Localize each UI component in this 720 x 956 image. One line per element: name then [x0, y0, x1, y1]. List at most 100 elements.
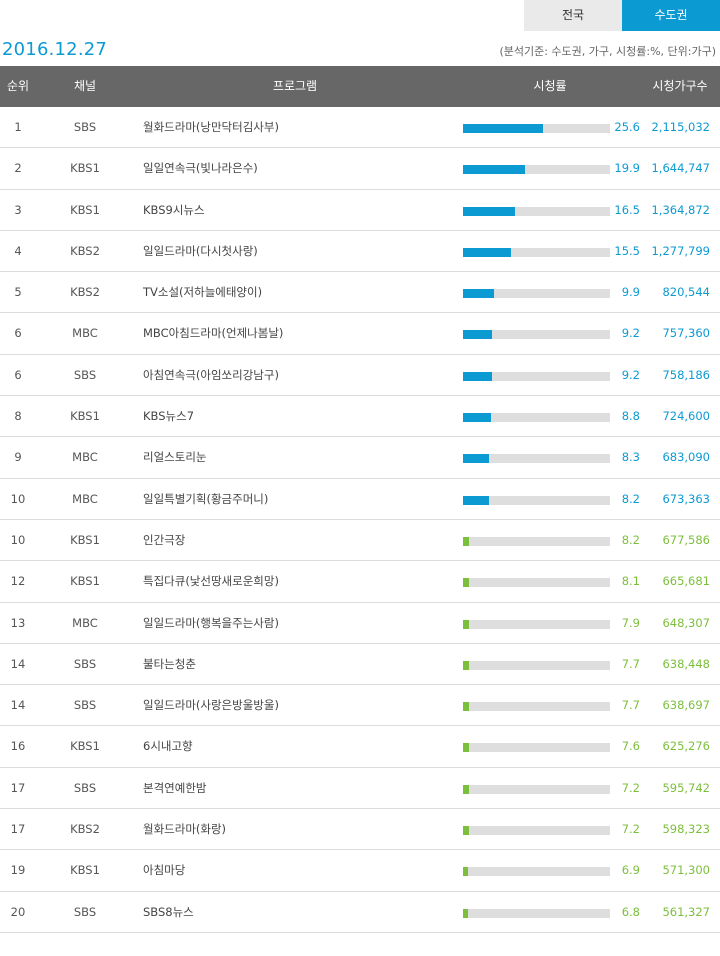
rating-bar — [463, 619, 610, 629]
rating-bar-fill — [463, 454, 489, 464]
rating-bar — [463, 495, 610, 505]
channel-cell: KBS1 — [70, 202, 100, 217]
program-cell: KBS9시뉴스 — [143, 202, 205, 217]
program-cell: TV소설(저하늘에태양이) — [143, 285, 263, 300]
table-row: 5 KBS2 TV소설(저하늘에태양이) 9.9 820,544 — [0, 272, 720, 314]
households-cell: 1,277,799 — [651, 243, 710, 258]
rating-bar-fill — [463, 165, 525, 175]
channel-cell: KBS1 — [70, 161, 100, 176]
rank-cell: 10 — [10, 491, 26, 506]
rating-bar — [463, 826, 610, 836]
program-cell: 본격연예한밤 — [143, 780, 207, 795]
rank-cell: 12 — [10, 574, 26, 589]
table-row: 19 KBS1 아침마당 6.9 571,300 — [0, 850, 720, 892]
rating-cell: 6.8 — [621, 904, 640, 919]
rating-bar — [463, 536, 610, 546]
table-row: 10 MBC 일일특별기획(황금주머니) 8.2 673,363 — [0, 479, 720, 520]
table-row: 13 MBC 일일드라마(행복을주는사람) 7.9 648,307 — [0, 603, 720, 644]
channel-cell: SBS — [73, 780, 97, 795]
rank-cell: 6 — [14, 326, 22, 341]
table-row: 2 KBS1 일일연속극(빛나라은수) 19.9 1,644,747 — [0, 148, 720, 190]
channel-cell: SBS — [73, 656, 97, 671]
table-row: 3 KBS1 KBS9시뉴스 16.5 1,364,872 — [0, 190, 720, 231]
region-tabs: 전국 수도권 — [524, 0, 720, 31]
rank-cell: 19 — [10, 863, 26, 878]
program-cell: KBS뉴스7 — [143, 409, 195, 424]
rank-cell: 6 — [14, 367, 22, 382]
rating-cell: 7.7 — [621, 656, 640, 671]
households-cell: 598,323 — [662, 822, 710, 837]
rating-bar-fill — [463, 867, 468, 877]
table-row: 4 KBS2 일일드라마(다시첫사랑) 15.5 1,277,799 — [0, 231, 720, 273]
rank-cell: 1 — [14, 120, 22, 134]
rating-cell: 8.1 — [621, 574, 640, 589]
rank-cell: 14 — [10, 698, 26, 713]
channel-cell: MBC — [72, 615, 98, 630]
channel-cell: SBS — [73, 904, 97, 919]
program-cell: 6시내고향 — [143, 739, 193, 754]
rating-bar — [463, 908, 610, 918]
rank-cell: 17 — [10, 780, 26, 795]
channel-cell: SBS — [73, 367, 97, 382]
program-cell: 일일드라마(행복을주는사람) — [143, 615, 279, 630]
tab-metro[interactable]: 수도권 — [622, 0, 720, 31]
rating-bar — [463, 289, 610, 299]
program-cell: 인간극장 — [143, 532, 186, 547]
header-households: 시청가구수 — [652, 79, 708, 93]
table-row: 6 MBC MBC아침드라마(언제나봄날) 9.2 757,360 — [0, 313, 720, 355]
households-cell: 595,742 — [662, 780, 710, 795]
program-cell: MBC아침드라마(언제나봄날) — [143, 326, 284, 341]
households-cell: 625,276 — [662, 739, 710, 754]
rating-cell: 7.7 — [621, 698, 640, 713]
header-channel: 채널 — [73, 79, 97, 93]
tab-national[interactable]: 전국 — [524, 0, 622, 31]
channel-cell: SBS — [73, 698, 97, 713]
program-cell: 일일특별기획(황금주머니) — [143, 491, 269, 506]
rating-bar — [463, 784, 610, 794]
rating-cell: 25.6 — [614, 120, 640, 134]
rating-bar — [463, 371, 610, 381]
table-row: 1 SBS 월화드라마(낭만닥터김사부) 25.6 2,115,032 — [0, 107, 720, 149]
program-cell: 리얼스토리눈 — [143, 450, 207, 465]
rating-bar-fill — [463, 826, 469, 836]
households-cell: 1,644,747 — [651, 161, 710, 176]
households-cell: 673,363 — [662, 491, 710, 506]
rating-bar-fill — [463, 206, 515, 216]
households-cell: 757,360 — [662, 326, 710, 341]
households-cell: 677,586 — [662, 532, 710, 547]
rating-bar-fill — [463, 124, 543, 133]
households-cell: 571,300 — [662, 863, 710, 878]
table-row: 9 MBC 리얼스토리눈 8.3 683,090 — [0, 437, 720, 479]
rating-bar-fill — [463, 578, 469, 588]
table-header: 순위 채널 프로그램 시청률 시청가구수 — [0, 66, 720, 107]
rank-cell: 14 — [10, 656, 26, 671]
households-cell: 2,115,032 — [651, 120, 710, 134]
table-row: 20 SBS SBS8뉴스 6.8 561,327 — [0, 892, 720, 933]
rating-bar — [463, 124, 610, 133]
rating-bar-fill — [463, 660, 469, 670]
rating-bar-fill — [463, 619, 469, 629]
rating-bar-fill — [463, 495, 489, 505]
rating-bar-fill — [463, 247, 511, 257]
table-row: 6 SBS 아침연속극(아임쏘리강남구) 9.2 758,186 — [0, 355, 720, 397]
channel-cell: KBS2 — [70, 285, 100, 300]
rating-cell: 8.8 — [621, 409, 640, 424]
rating-cell: 15.5 — [614, 243, 640, 258]
rank-cell: 13 — [10, 615, 26, 630]
rating-bar — [463, 454, 610, 464]
rating-bar — [463, 743, 610, 753]
rating-bar — [463, 660, 610, 670]
header-program: 프로그램 — [272, 79, 318, 93]
households-cell: 638,697 — [662, 698, 710, 713]
channel-cell: SBS — [73, 120, 97, 134]
program-cell: 불타는청춘 — [143, 656, 196, 671]
program-cell: 월화드라마(낭만닥터김사부) — [143, 120, 279, 134]
program-cell: 일일연속극(빛나라은수) — [143, 161, 258, 176]
rating-bar-fill — [463, 743, 469, 753]
rating-cell: 7.9 — [621, 615, 640, 630]
channel-cell: MBC — [72, 450, 98, 465]
rank-cell: 17 — [10, 822, 26, 837]
rating-bar — [463, 330, 610, 340]
rating-bar-fill — [463, 702, 469, 712]
rating-cell: 16.5 — [614, 202, 640, 217]
